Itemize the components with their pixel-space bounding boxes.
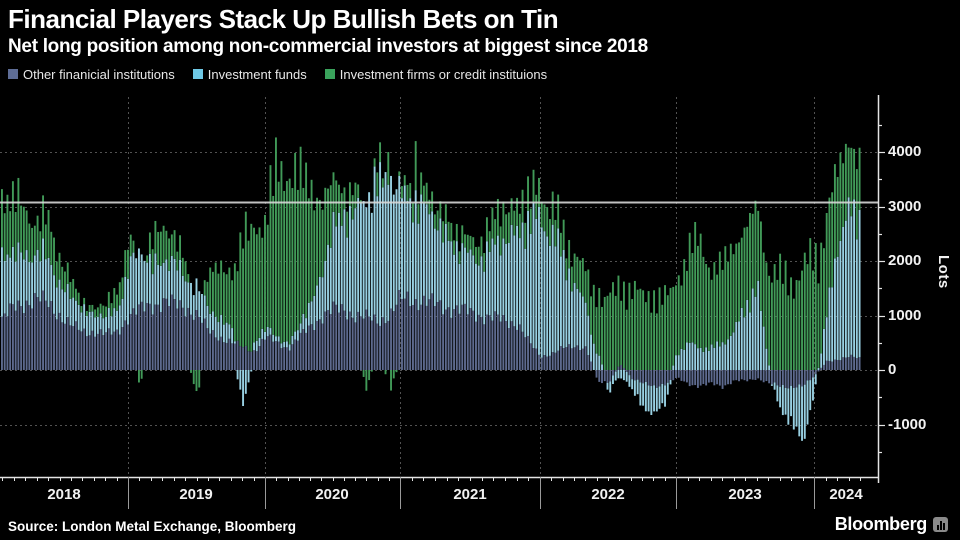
x-tick-label: 2021 — [453, 486, 487, 503]
x-tick-label: 2019 — [179, 486, 213, 503]
page-subtitle: Net long position among non-commercial i… — [8, 35, 648, 57]
source-note: Source: London Metal Exchange, Bloomberg — [8, 519, 297, 534]
brand-lockup: Bloomberg — [835, 514, 948, 535]
x-tick-label: 2020 — [315, 486, 349, 503]
y-tick-label: 0 — [888, 361, 897, 378]
legend: Other finanicial institutions Investment… — [0, 58, 960, 82]
legend-item-other-financial-institutions: Other finanicial institutions — [8, 67, 175, 82]
page-title: Financial Players Stack Up Bullish Bets … — [8, 4, 559, 34]
y-tick-label: 3000 — [888, 197, 922, 215]
legend-label: Other finanicial institutions — [23, 66, 175, 82]
y-tick-label: 4000 — [888, 143, 922, 160]
legend-item-investment-firms: Investment firms or credit instituions — [324, 66, 548, 82]
x-tick-label: 2018 — [47, 486, 81, 503]
legend-label: Investment funds — [207, 66, 307, 82]
investment-firms-swatch-icon — [324, 69, 335, 80]
y-tick-label: 2000 — [888, 252, 922, 269]
y-tick-label: 1000 — [888, 306, 922, 324]
bloomberg-logo: Bloomberg — [834, 514, 928, 534]
x-tick-label: 2023 — [728, 486, 762, 503]
legend-label: Investment firms or credit instituions — [339, 66, 548, 82]
y-tick-label: -1000 — [888, 415, 927, 433]
investment-funds-swatch-icon — [192, 69, 203, 80]
x-tick-label: 2024 — [829, 486, 863, 503]
x-tick-label: 2022 — [591, 486, 625, 503]
y-axis-unit-label: Lots — [935, 255, 952, 289]
other-financial-institutions-swatch-icon — [8, 69, 18, 80]
chart-bars-icon — [933, 517, 948, 532]
legend-item-investment-funds: Investment funds — [192, 66, 307, 82]
